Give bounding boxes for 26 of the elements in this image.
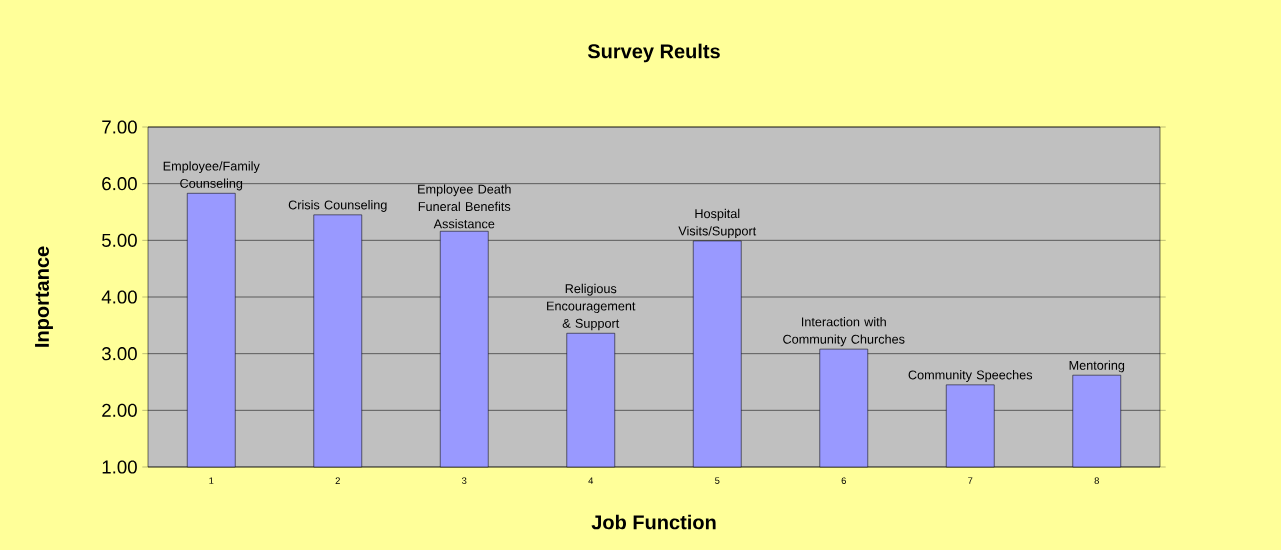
annotation: Employee Death Funeral Benefits Assistance [418, 184, 511, 229]
y-axis-title: Inportance [35, 246, 53, 347]
x-tick-label: 4 [588, 477, 594, 484]
annotation: Mentoring [1069, 360, 1125, 373]
x-tick-label: 3 [462, 477, 467, 484]
x-axis-title: Job Function [591, 514, 716, 530]
annotation: Interaction with Community Churches [783, 317, 905, 347]
x-tick-label: 5 [715, 477, 720, 484]
x-tick-label: 7 [968, 477, 973, 484]
annotation: Employee/Family Counseling [163, 161, 260, 191]
y-tick-label: 3.00 [101, 347, 137, 361]
x-tick-label: 8 [1094, 477, 1099, 484]
x-tick-label: 1 [209, 477, 214, 484]
y-tick-label: 7.00 [102, 120, 137, 134]
y-tick-label: 6.00 [102, 177, 137, 191]
annotation: Crisis Counseling [288, 200, 387, 212]
chart-title: Survey Reults [587, 43, 720, 63]
y-tick-label: 2.00 [102, 403, 137, 417]
y-tick-label: 1.00 [102, 460, 137, 474]
annotation: Community Speeches [908, 370, 1033, 382]
x-tick-label: 6 [841, 477, 846, 484]
x-tick-label: 2 [335, 477, 340, 484]
y-tick-label: 5.00 [102, 233, 137, 247]
y-tick-label: 4.00 [101, 290, 137, 304]
annotation: Religious Encouragement & Support [547, 283, 636, 331]
annotation: Hospital Visits/Support [678, 208, 757, 238]
